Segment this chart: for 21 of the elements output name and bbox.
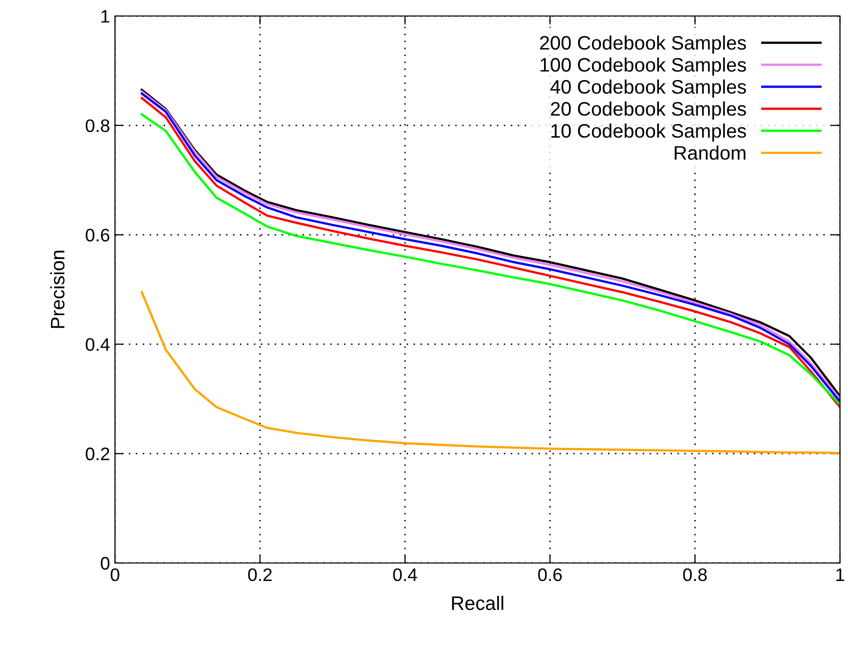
legend-label: Random [674, 146, 746, 160]
legend-label: 20 Codebook Samples [550, 101, 746, 120]
x-tick-label: 0.2 [248, 568, 272, 582]
x-axis-title: Recall [452, 596, 504, 610]
x-tick-label: 1 [836, 568, 844, 581]
legend-label: 100 Codebook Samples [540, 57, 746, 76]
legend-label: 40 Codebook Samples [550, 79, 746, 98]
x-tick-label: 0 [110, 568, 120, 582]
x-tick-label: 0.6 [538, 568, 562, 582]
y-tick-label: 0.2 [86, 448, 110, 460]
x-tick-label: 0.8 [683, 568, 707, 582]
y-tick-label: 0.4 [86, 338, 110, 351]
y-tick-label: 0.8 [86, 119, 110, 132]
y-tick-label: 0.6 [86, 228, 110, 242]
line-series [140, 291, 840, 454]
legend-label: 10 Codebook Samples [551, 124, 746, 142]
legend-label: 200 Codebook Samples [540, 35, 746, 54]
y-tick-label: 1 [101, 10, 110, 23]
y-tick-label: 0 [100, 556, 110, 570]
x-tick-label: 0.4 [393, 568, 418, 582]
y-axis-title: Precision [50, 250, 65, 328]
